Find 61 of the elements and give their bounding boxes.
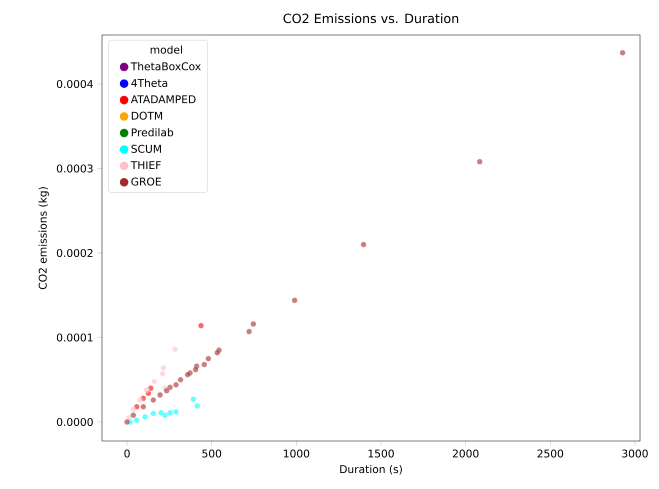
point xyxy=(151,378,158,384)
legend-label: DOTM xyxy=(132,112,162,120)
point xyxy=(150,410,156,417)
legend-label: GROE xyxy=(131,178,161,186)
point xyxy=(214,350,220,356)
x-tick-label: 2500 xyxy=(537,449,564,458)
point xyxy=(172,408,179,415)
legend-label: ATADAMPED xyxy=(130,95,196,104)
point xyxy=(124,418,130,425)
point xyxy=(130,406,136,412)
point xyxy=(140,404,146,410)
y-tick-label: 0.0002 xyxy=(56,248,92,258)
point xyxy=(160,370,166,377)
legend-label: THIEF xyxy=(130,161,161,169)
x-tick-label: 2000 xyxy=(452,449,479,458)
x-axis-title: Duration (s) xyxy=(340,464,402,474)
legend-label: SCUM xyxy=(131,144,161,153)
x-tick-label: 0 xyxy=(124,449,130,458)
point xyxy=(201,362,208,368)
point xyxy=(137,397,144,404)
point xyxy=(144,386,150,393)
x-tick-label: 1000 xyxy=(284,449,310,458)
point xyxy=(250,320,256,327)
legend-title: model xyxy=(150,45,182,54)
y-tick-label: 0.0000 xyxy=(56,418,93,426)
point xyxy=(190,396,196,402)
point xyxy=(167,410,174,416)
point xyxy=(130,412,136,418)
point xyxy=(246,328,252,335)
point xyxy=(620,50,626,56)
point xyxy=(360,242,367,248)
point xyxy=(167,384,174,390)
point xyxy=(157,392,164,398)
x-tick-label: 500 xyxy=(202,449,222,458)
point xyxy=(162,412,168,418)
point xyxy=(142,414,148,420)
point xyxy=(134,417,140,424)
legend-label: 4Theta xyxy=(131,78,168,87)
point xyxy=(205,356,212,362)
point xyxy=(194,402,200,409)
y-axis-title: CO2 emissions (kg) xyxy=(38,187,49,290)
y-tick-label: 0.0004 xyxy=(56,80,93,88)
legend-label: ThetaBoxCox xyxy=(130,62,201,70)
x-tick-label: 3000 xyxy=(622,449,648,458)
point xyxy=(184,372,191,378)
point xyxy=(172,346,178,352)
point xyxy=(476,158,483,165)
legend-label: Predilab xyxy=(132,128,174,136)
point xyxy=(172,382,179,388)
point xyxy=(164,388,170,394)
point xyxy=(192,366,199,373)
y-tick-label: 0.0001 xyxy=(56,333,93,342)
point xyxy=(160,364,166,371)
y-tick-label: 0.0003 xyxy=(56,164,93,173)
point xyxy=(198,322,204,329)
point xyxy=(150,397,156,404)
x-tick-label: 1500 xyxy=(368,449,394,458)
chart-title: CO2 Emissions vs. Duration xyxy=(284,13,458,24)
point xyxy=(292,297,298,304)
point xyxy=(178,376,184,383)
point xyxy=(158,410,164,416)
